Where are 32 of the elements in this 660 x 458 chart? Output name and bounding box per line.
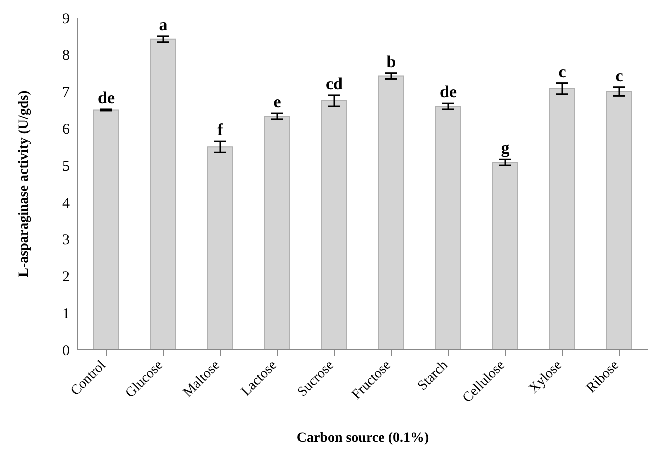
annotation: c <box>616 66 624 86</box>
bar <box>606 91 632 350</box>
bar <box>264 116 290 350</box>
annotation: c <box>558 62 567 82</box>
y-tick-label: 3 <box>62 232 70 249</box>
annotation: a <box>159 15 168 34</box>
y-tick-label: 7 <box>62 85 70 102</box>
bar <box>94 110 120 350</box>
y-tick-label: 6 <box>62 122 70 138</box>
annotation: cd <box>326 74 344 94</box>
x-axis-title: Carbon source (0.1%) <box>296 431 430 446</box>
y-tick-label: 4 <box>62 196 70 212</box>
y-tick-label: 9 <box>62 11 70 28</box>
y-tick-label: 8 <box>62 48 70 64</box>
y-axis-title: L-asparaginase activity (U/gds) <box>16 90 32 278</box>
bar <box>208 146 234 350</box>
annotation: g <box>501 138 510 158</box>
y-tick-label: 2 <box>62 270 70 286</box>
y-tick-label: 1 <box>62 306 70 322</box>
bar <box>150 38 176 350</box>
bar <box>436 106 462 350</box>
bar <box>322 100 348 350</box>
bar <box>492 162 518 350</box>
y-tick-label: 5 <box>62 158 70 175</box>
bar <box>550 88 576 350</box>
bar <box>378 76 404 350</box>
annotation: e <box>274 92 282 112</box>
annotation: de <box>440 82 458 102</box>
annotation: b <box>386 52 396 72</box>
annotation: de <box>98 88 116 108</box>
y-tick-label: 0 <box>62 343 70 360</box>
annotation: f <box>218 120 224 140</box>
